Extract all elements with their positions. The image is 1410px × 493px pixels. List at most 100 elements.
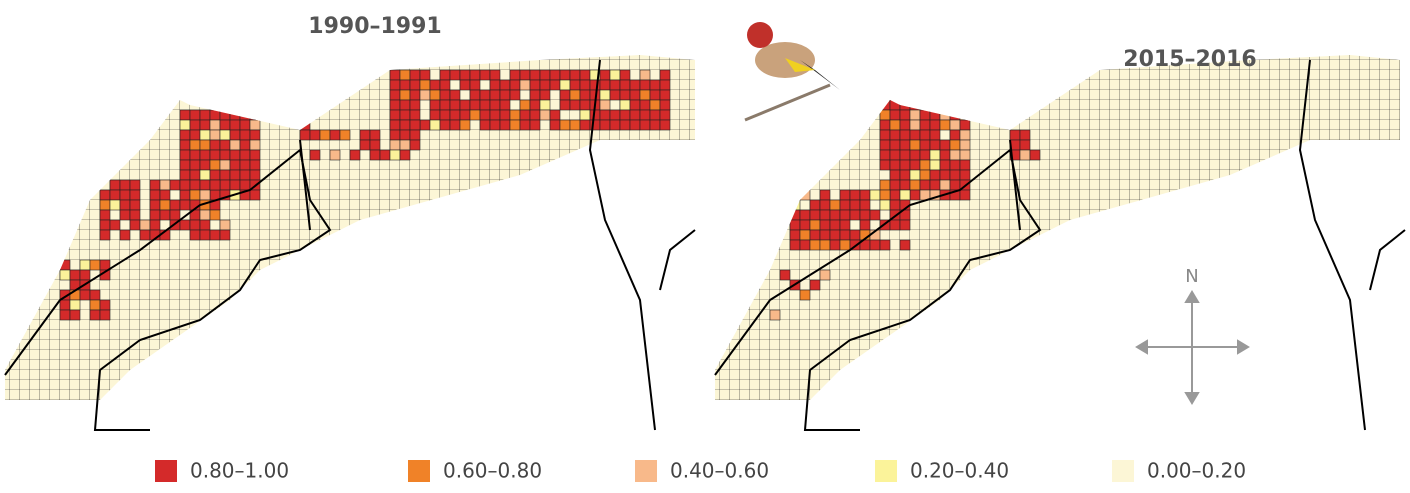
cell xyxy=(90,300,100,310)
legend-label: 0.40–0.60 xyxy=(670,459,769,483)
cell xyxy=(800,210,810,220)
cell xyxy=(880,150,890,160)
cell xyxy=(220,170,230,180)
cell xyxy=(230,130,240,140)
cell xyxy=(90,310,100,320)
cell xyxy=(880,200,890,210)
cell xyxy=(200,230,210,240)
cell xyxy=(420,120,430,130)
cell xyxy=(330,130,340,140)
cell xyxy=(920,180,930,190)
cell xyxy=(350,150,360,160)
cell xyxy=(390,110,400,120)
cell xyxy=(490,90,500,100)
map-right xyxy=(715,55,1405,430)
cell xyxy=(410,130,420,140)
cell xyxy=(950,150,960,160)
cell xyxy=(100,220,110,230)
cell xyxy=(790,240,800,250)
cell xyxy=(550,80,560,90)
cell xyxy=(430,90,440,100)
cell xyxy=(430,110,440,120)
cell xyxy=(890,110,900,120)
cell xyxy=(470,100,480,110)
cell xyxy=(190,170,200,180)
cell xyxy=(950,100,960,110)
cell xyxy=(530,120,540,130)
cell xyxy=(520,120,530,130)
cell xyxy=(440,100,450,110)
cell xyxy=(190,160,200,170)
cell xyxy=(950,180,960,190)
cell xyxy=(440,120,450,130)
cell xyxy=(830,240,840,250)
cell xyxy=(180,200,190,210)
cell xyxy=(520,100,530,110)
cell xyxy=(210,170,220,180)
cell xyxy=(220,180,230,190)
compass-label: N xyxy=(1185,266,1198,287)
bird xyxy=(745,22,840,120)
cell xyxy=(170,210,180,220)
cell xyxy=(240,170,250,180)
legend-swatch xyxy=(875,460,897,482)
cell xyxy=(920,170,930,180)
cell xyxy=(230,170,240,180)
cell xyxy=(510,120,520,130)
cell xyxy=(640,80,650,90)
cell xyxy=(180,110,190,120)
cell xyxy=(180,150,190,160)
cell xyxy=(250,120,260,130)
cell xyxy=(230,180,240,190)
cell xyxy=(600,100,610,110)
cell xyxy=(430,80,440,90)
cell xyxy=(380,150,390,160)
cell xyxy=(640,120,650,130)
cell xyxy=(960,130,970,140)
cell xyxy=(520,70,530,80)
cell xyxy=(130,190,140,200)
cell xyxy=(240,150,250,160)
cell xyxy=(160,190,170,200)
cell xyxy=(790,230,800,240)
cell xyxy=(890,120,900,130)
cell xyxy=(540,90,550,100)
legend-swatch xyxy=(1112,460,1134,482)
cell xyxy=(540,80,550,90)
cell xyxy=(560,100,570,110)
cell xyxy=(460,120,470,130)
cell xyxy=(920,130,930,140)
cell xyxy=(800,190,810,200)
cell xyxy=(560,80,570,90)
cell xyxy=(880,110,890,120)
cell xyxy=(190,180,200,190)
cell xyxy=(440,90,450,100)
cell xyxy=(660,90,670,100)
cell xyxy=(90,290,100,300)
cell xyxy=(660,120,670,130)
cell xyxy=(950,130,960,140)
cell xyxy=(410,90,420,100)
cell xyxy=(370,150,380,160)
cell xyxy=(910,180,920,190)
cell xyxy=(600,90,610,100)
cell xyxy=(940,170,950,180)
cell xyxy=(160,210,170,220)
cell xyxy=(210,210,220,220)
cell xyxy=(920,140,930,150)
cell xyxy=(630,90,640,100)
cell xyxy=(840,240,850,250)
cell xyxy=(460,70,470,80)
cell xyxy=(230,120,240,130)
cell xyxy=(360,130,370,140)
cell xyxy=(960,120,970,130)
cell xyxy=(1030,150,1040,160)
cell xyxy=(210,130,220,140)
cell xyxy=(400,110,410,120)
cell xyxy=(190,110,200,120)
cell xyxy=(840,200,850,210)
cell xyxy=(790,200,800,210)
cell xyxy=(890,200,900,210)
cell xyxy=(910,150,920,160)
cell xyxy=(120,190,130,200)
